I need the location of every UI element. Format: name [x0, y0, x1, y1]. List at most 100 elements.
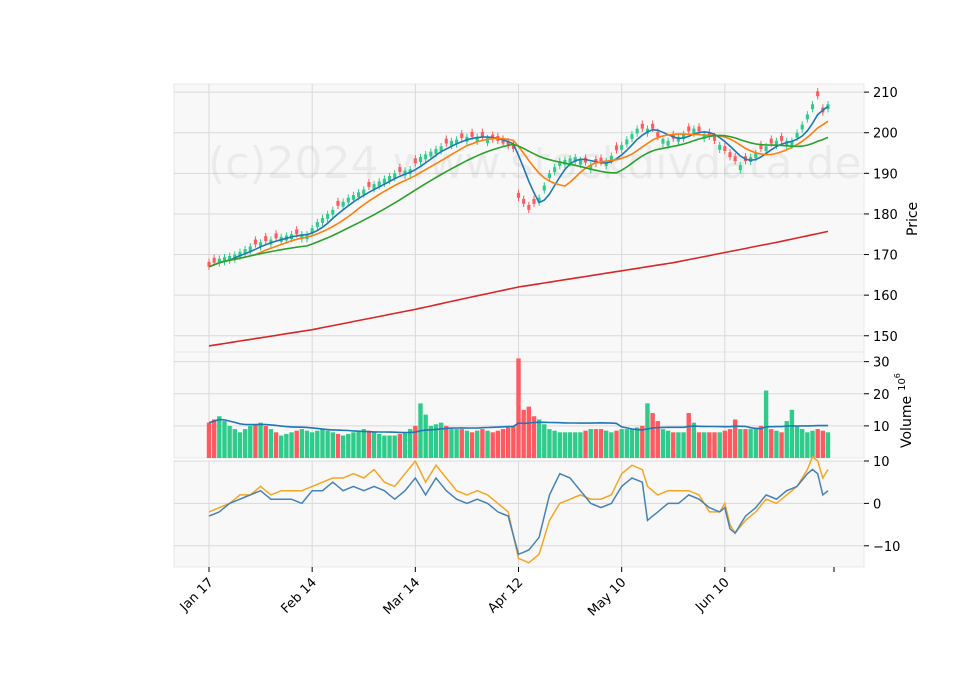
volume-bar: [573, 432, 578, 458]
volume-bar: [330, 432, 335, 458]
volume-bar: [660, 429, 666, 458]
y-tick-label: 210: [873, 86, 898, 101]
y-tick-label: 10: [873, 420, 890, 435]
y-tick-label: −10: [873, 540, 900, 555]
candle-body: [207, 261, 211, 267]
x-tick-label: Apr 12: [485, 575, 526, 616]
y-tick-label: 20: [873, 388, 890, 403]
volume-axis-title: Volume 106: [893, 373, 915, 448]
candle-body: [790, 140, 794, 146]
volume-bar: [428, 425, 434, 458]
candle-body: [398, 167, 402, 172]
volume-bar: [624, 429, 630, 458]
volume-bar: [521, 409, 526, 458]
volume-bar: [588, 429, 593, 458]
volume-bar: [227, 425, 232, 458]
volume-bar: [335, 433, 341, 458]
moving-average-line-3: [208, 134, 829, 268]
volume-bar: [655, 421, 660, 458]
candle-body: [424, 154, 428, 160]
volume-bar: [526, 406, 532, 458]
candle-body: [243, 249, 247, 255]
volume-bar: [784, 421, 789, 458]
candle-body: [506, 141, 510, 147]
volume-bar: [263, 425, 268, 458]
candle-body: [578, 159, 582, 165]
volume-bar: [392, 435, 397, 458]
price-candles: [207, 88, 830, 347]
volume-bar: [206, 422, 212, 458]
volume-bar: [371, 432, 377, 458]
volume-bar: [743, 429, 748, 458]
volume-bar: [516, 358, 521, 458]
volume-bar: [748, 429, 753, 458]
candle-body: [542, 185, 546, 191]
candle-body: [362, 189, 366, 195]
volume-bar: [593, 429, 599, 458]
volume-bar: [284, 433, 289, 458]
candle-body: [212, 257, 216, 263]
volume-bar: [309, 432, 315, 458]
volume-bar: [800, 429, 805, 458]
y-tick-label: 190: [873, 167, 898, 182]
volume-bar: [505, 427, 511, 458]
candle-body: [568, 158, 572, 164]
candle-body: [341, 201, 345, 207]
candle-body: [805, 114, 809, 120]
candle-body: [656, 131, 660, 137]
volume-bar: [356, 430, 361, 458]
candle-body: [238, 251, 242, 257]
candle-body: [599, 157, 603, 163]
x-tick-label: May 10: [585, 575, 629, 619]
candle-body: [372, 184, 376, 190]
candle-body: [687, 126, 691, 132]
volume-bar: [351, 432, 356, 458]
volume-bar: [645, 403, 650, 458]
volume-bar: [433, 424, 439, 458]
candle-body: [630, 134, 634, 139]
volume-bar: [413, 425, 418, 458]
y-tick-label: 170: [873, 249, 898, 264]
volume-bar: [738, 429, 743, 458]
y-tick-label: 30: [873, 356, 890, 371]
candle-body: [573, 157, 577, 162]
volume-bar: [779, 432, 784, 458]
volume-bar: [299, 429, 305, 458]
volume-bar: [810, 430, 815, 458]
candle-body: [264, 236, 268, 242]
candle-body: [429, 151, 433, 157]
volume-bar: [459, 429, 464, 458]
volume-bar: [248, 425, 253, 458]
oscillator-line-2: [208, 468, 829, 556]
candle-body: [816, 91, 820, 97]
candle-body: [346, 197, 350, 203]
candle-body: [357, 192, 361, 198]
volume-average-line: [208, 418, 828, 434]
candle-body: [418, 157, 423, 162]
grid: [174, 84, 864, 567]
candle-body: [449, 140, 453, 146]
candle-body: [558, 161, 562, 167]
candle-body: [393, 173, 397, 179]
candle-body: [470, 131, 474, 137]
volume-bar: [495, 430, 501, 458]
volume-bar: [423, 414, 428, 458]
volume-bar: [609, 432, 614, 458]
volume-axis-exponent: 6: [893, 373, 902, 378]
candle-body: [625, 139, 629, 145]
candle-body: [248, 246, 252, 252]
candle-body: [589, 165, 593, 171]
candle-body: [563, 159, 567, 165]
volume-bar: [211, 419, 217, 458]
volume-bar: [789, 409, 795, 458]
volume-bar: [340, 435, 346, 458]
candle-body: [547, 173, 551, 179]
volume-bar: [769, 429, 774, 458]
candle-body: [387, 176, 392, 181]
candle-body: [460, 133, 464, 139]
candle-body: [651, 123, 655, 129]
volume-bar: [480, 429, 485, 458]
candle-body: [780, 135, 784, 141]
candle-body: [738, 165, 742, 171]
volume-bar: [438, 422, 444, 458]
